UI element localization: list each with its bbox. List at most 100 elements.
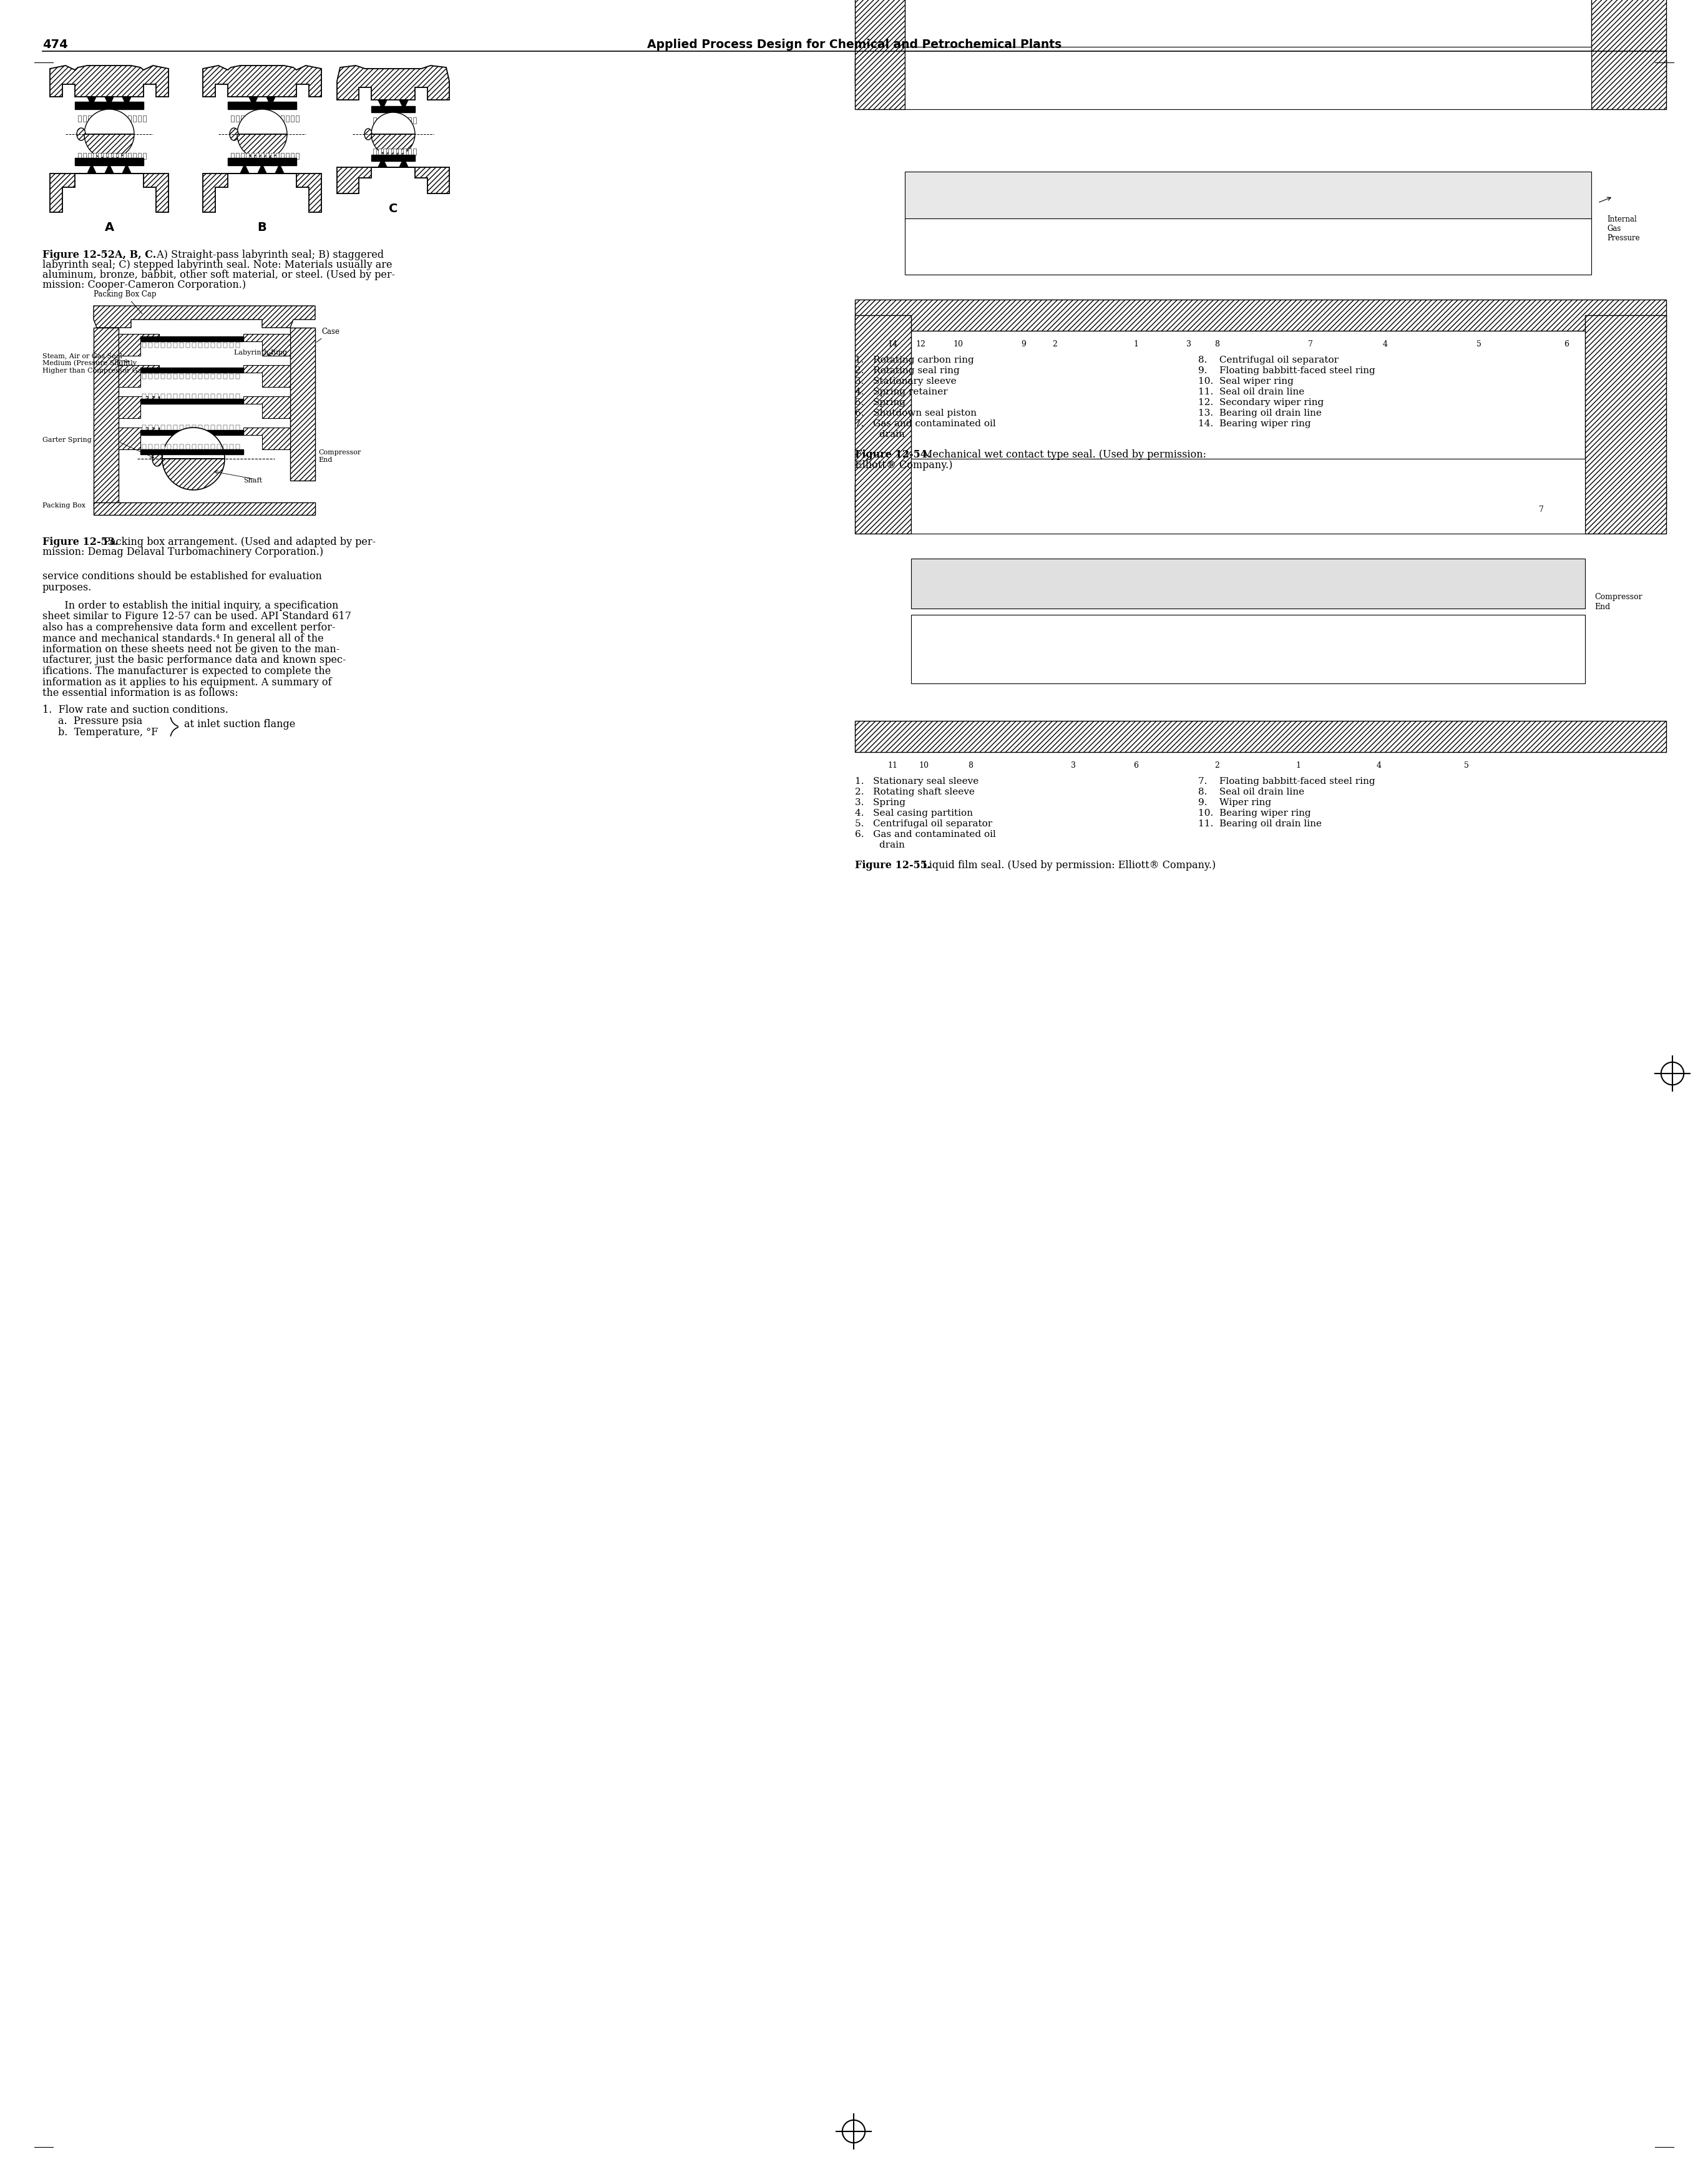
Bar bbox=[275, 154, 278, 158]
Text: 8: 8 bbox=[1214, 340, 1220, 349]
Bar bbox=[856, 299, 1667, 332]
Text: mission: Cooper-Cameron Corporation.): mission: Cooper-Cameron Corporation.) bbox=[43, 280, 246, 290]
Text: Figure 12-52A, B, C.: Figure 12-52A, B, C. bbox=[43, 249, 155, 260]
Bar bbox=[229, 375, 234, 379]
Text: 8.    Centrifugal oil separator: 8. Centrifugal oil separator bbox=[1197, 355, 1339, 364]
Polygon shape bbox=[94, 327, 118, 505]
Text: Packing Box: Packing Box bbox=[43, 503, 85, 509]
Bar bbox=[210, 394, 215, 399]
Text: 5: 5 bbox=[1476, 340, 1481, 349]
Bar bbox=[224, 375, 227, 379]
Text: labyrinth seal; C) stepped labyrinth seal. Note: Materials usually are: labyrinth seal; C) stepped labyrinth sea… bbox=[43, 260, 393, 271]
Text: 14: 14 bbox=[888, 340, 897, 349]
Bar bbox=[149, 375, 152, 379]
Bar bbox=[198, 444, 202, 449]
Polygon shape bbox=[371, 113, 415, 134]
Polygon shape bbox=[243, 364, 290, 388]
Bar bbox=[174, 394, 178, 399]
Text: service conditions should be established for evaluation: service conditions should be established… bbox=[43, 572, 321, 581]
Text: 2.   Rotating shaft sleeve: 2. Rotating shaft sleeve bbox=[856, 787, 975, 797]
Polygon shape bbox=[241, 165, 249, 173]
Text: Internal
Gas
Pressure: Internal Gas Pressure bbox=[1607, 215, 1640, 243]
Bar bbox=[142, 342, 145, 347]
Bar bbox=[295, 115, 299, 121]
Text: A: A bbox=[104, 221, 114, 234]
Text: drain: drain bbox=[856, 841, 905, 849]
Bar bbox=[133, 154, 137, 158]
Bar bbox=[149, 425, 152, 429]
Bar bbox=[149, 394, 152, 399]
Polygon shape bbox=[84, 108, 135, 134]
Text: 12: 12 bbox=[915, 340, 926, 349]
Bar bbox=[246, 154, 249, 158]
Ellipse shape bbox=[229, 128, 239, 141]
Bar bbox=[229, 394, 234, 399]
Bar bbox=[275, 115, 278, 121]
Bar bbox=[155, 394, 159, 399]
Text: mance and mechanical standards.⁴ In general all of the: mance and mechanical standards.⁴ In gene… bbox=[43, 633, 323, 644]
Text: 1.   Stationary seal sleeve: 1. Stationary seal sleeve bbox=[856, 778, 979, 787]
Text: 3.   Spring: 3. Spring bbox=[856, 797, 905, 806]
Polygon shape bbox=[118, 397, 159, 418]
Ellipse shape bbox=[77, 128, 85, 141]
Text: a.  Pressure psia: a. Pressure psia bbox=[58, 715, 142, 726]
Text: ifications. The manufacturer is expected to complete the: ifications. The manufacturer is expected… bbox=[43, 665, 331, 676]
Bar bbox=[205, 342, 208, 347]
Bar bbox=[142, 375, 145, 379]
Text: Shaft: Shaft bbox=[243, 477, 261, 483]
Bar bbox=[856, 59, 1667, 85]
Polygon shape bbox=[104, 98, 113, 106]
Bar bbox=[280, 154, 284, 158]
Bar bbox=[193, 425, 196, 429]
Bar bbox=[142, 444, 145, 449]
Text: 1.   Rotating carbon ring: 1. Rotating carbon ring bbox=[856, 355, 974, 364]
Text: information on these sheets need not be given to the man-: information on these sheets need not be … bbox=[43, 644, 340, 654]
Bar bbox=[377, 117, 381, 124]
Bar bbox=[210, 444, 215, 449]
Bar bbox=[910, 459, 1585, 533]
Bar bbox=[140, 399, 243, 403]
Text: 2: 2 bbox=[1214, 761, 1220, 769]
Text: 7.   Gas and contaminated oil: 7. Gas and contaminated oil bbox=[856, 420, 996, 429]
Bar bbox=[261, 154, 265, 158]
Polygon shape bbox=[104, 165, 113, 173]
Text: aluminum, bronze, babbit, other soft material, or steel. (Used by per-: aluminum, bronze, babbit, other soft mat… bbox=[43, 269, 395, 280]
Polygon shape bbox=[258, 165, 266, 173]
Bar bbox=[161, 444, 164, 449]
Bar bbox=[251, 154, 254, 158]
Polygon shape bbox=[400, 158, 408, 167]
Text: 5.   Centrifugal oil separator: 5. Centrifugal oil separator bbox=[856, 819, 992, 828]
Bar bbox=[256, 154, 260, 158]
Polygon shape bbox=[275, 165, 284, 173]
Polygon shape bbox=[243, 427, 290, 449]
Bar bbox=[1585, 314, 1667, 533]
Text: 13.  Bearing oil drain line: 13. Bearing oil drain line bbox=[1197, 410, 1322, 418]
Bar bbox=[224, 342, 227, 347]
Bar bbox=[413, 150, 417, 154]
Polygon shape bbox=[118, 427, 159, 449]
Text: Labyrinth Ring: Labyrinth Ring bbox=[234, 349, 287, 355]
Bar bbox=[241, 154, 244, 158]
Bar bbox=[102, 115, 106, 121]
Text: 10: 10 bbox=[953, 340, 963, 349]
Bar bbox=[155, 425, 159, 429]
Bar bbox=[408, 117, 412, 124]
Bar bbox=[179, 425, 183, 429]
Bar bbox=[133, 115, 137, 121]
Text: also has a comprehensive data form and excellent perfor-: also has a comprehensive data form and e… bbox=[43, 622, 335, 633]
Bar bbox=[167, 394, 171, 399]
Bar bbox=[140, 429, 243, 436]
Bar bbox=[403, 117, 407, 124]
Text: 7: 7 bbox=[1539, 505, 1544, 514]
Polygon shape bbox=[94, 503, 316, 516]
Text: 4: 4 bbox=[1377, 761, 1382, 769]
Polygon shape bbox=[94, 306, 316, 327]
Bar bbox=[198, 375, 202, 379]
Text: 10.  Bearing wiper ring: 10. Bearing wiper ring bbox=[1197, 808, 1310, 817]
Bar bbox=[113, 115, 116, 121]
Bar bbox=[161, 375, 164, 379]
Bar bbox=[205, 425, 208, 429]
Bar bbox=[161, 342, 164, 347]
Bar bbox=[198, 425, 202, 429]
Text: drain: drain bbox=[856, 429, 905, 438]
